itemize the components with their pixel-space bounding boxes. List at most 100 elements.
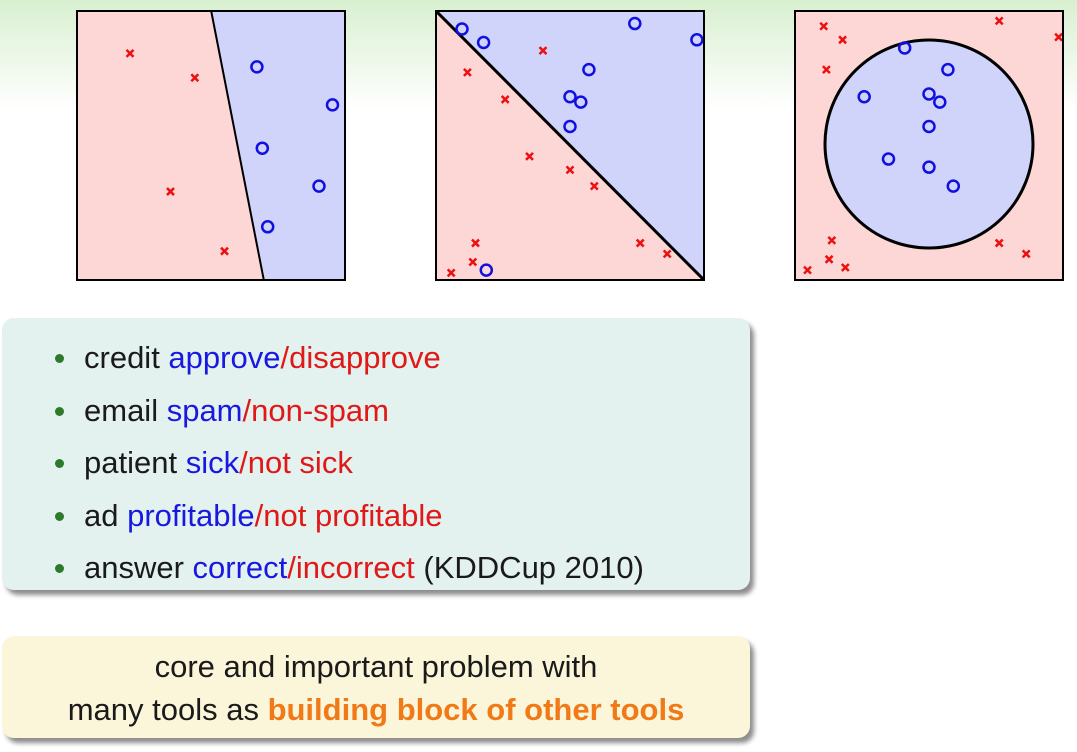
negative-marker (840, 263, 850, 272)
example-positive-label: spam (166, 392, 243, 428)
plot-frame (435, 10, 705, 281)
example-item: ad profitable/not profitable (52, 490, 750, 543)
positive-marker (312, 179, 326, 193)
negative-marker (803, 265, 812, 275)
example-separator: / (287, 550, 296, 585)
positive-marker (250, 60, 264, 74)
plot-frame (794, 10, 1064, 281)
negative-marker (1021, 249, 1031, 259)
example-positive-label: sick (185, 445, 240, 480)
positive-marker (476, 35, 491, 50)
negative-marker (662, 249, 672, 259)
negative-marker (125, 48, 135, 58)
example-negative-label: not sick (247, 445, 353, 480)
positive-marker (922, 160, 936, 174)
negative-marker (471, 238, 480, 248)
plot-circular-boundary-svg (794, 10, 1064, 281)
summary-block: core and important problem with many too… (2, 636, 750, 738)
example-subject: credit (84, 340, 169, 375)
positive-marker (574, 95, 588, 109)
plot-frame (76, 10, 346, 281)
negative-marker (994, 16, 1004, 26)
decision-boundary (210, 10, 265, 281)
example-item: patient sick/not sick (52, 437, 750, 490)
bullet-icon (55, 511, 64, 521)
example-negative-label: incorrect (295, 550, 415, 585)
negative-marker (822, 65, 831, 75)
negative-marker (166, 187, 175, 196)
positive-marker (897, 41, 912, 55)
negative-marker (824, 254, 834, 264)
summary-highlight: building block of other tools (267, 692, 685, 727)
positive-marker (563, 89, 577, 104)
negative-marker (838, 35, 847, 45)
negative-marker (1054, 32, 1063, 42)
negative-marker (463, 67, 472, 77)
positive-marker (582, 62, 596, 77)
positive-marker (881, 152, 896, 166)
example-negative-label: not profitable (263, 497, 443, 533)
positive-marker (479, 263, 494, 277)
example-item: email spam/non-spam (52, 385, 750, 438)
positive-marker (325, 98, 340, 112)
positive-marker (628, 16, 642, 31)
negative-region (76, 10, 264, 281)
example-positive-label: profitable (127, 497, 255, 533)
negative-marker (565, 165, 575, 175)
marker-layer (446, 16, 704, 278)
positive-marker (563, 119, 577, 134)
bullet-icon (55, 459, 64, 468)
negative-marker (525, 151, 534, 161)
negative-marker (190, 73, 200, 83)
negative-marker (538, 46, 548, 56)
negative-marker (819, 21, 829, 31)
example-subject: ad (84, 497, 128, 533)
marker-layer (803, 16, 1063, 275)
example-negative-label: disapprove (289, 340, 441, 375)
example-separator: / (239, 445, 248, 480)
example-item: answer correct/incorrect (KDDCup 2010) (52, 542, 750, 595)
example-subject: patient (84, 445, 186, 480)
summary-line-2: many tools as building block of other to… (2, 688, 750, 731)
example-separator: / (242, 392, 252, 428)
summary-prefix: many tools as (67, 692, 268, 727)
positive-marker (455, 22, 469, 36)
positive-marker (255, 141, 270, 155)
example-suffix: (KDDCup 2010) (414, 550, 644, 585)
summary-line-1: core and important problem with (154, 649, 598, 684)
negative-marker (446, 268, 456, 278)
positive-marker (933, 95, 947, 109)
positive-marker (941, 62, 955, 77)
positive-marker (946, 179, 961, 193)
negative-marker (994, 238, 1004, 248)
positive-marker (857, 89, 871, 104)
negative-marker (827, 235, 837, 245)
example-separator: / (280, 340, 290, 375)
negative-marker (500, 95, 510, 104)
examples-block: credit approve/disapprove email spam/non… (2, 318, 750, 590)
positive-marker (690, 33, 704, 47)
positive-marker (922, 119, 936, 134)
plot-diagonal-boundary (435, 10, 705, 281)
example-negative-label: non-spam (251, 392, 389, 428)
examples-list: credit approve/disapprove email spam/non… (52, 332, 750, 595)
plot-diagonal-boundary-svg (435, 10, 705, 281)
negative-marker (468, 257, 478, 267)
positive-marker (922, 87, 936, 101)
positive-marker (260, 220, 275, 234)
positive-region (211, 10, 346, 281)
negative-marker (220, 246, 229, 256)
negative-marker (589, 181, 599, 191)
plot-linear-boundary (76, 10, 346, 281)
bullet-icon (55, 354, 64, 363)
example-positive-label: approve (168, 340, 281, 375)
decision-boundary (435, 10, 705, 281)
example-separator: / (254, 497, 264, 533)
bullet-icon (55, 564, 64, 573)
negative-marker (635, 238, 645, 248)
plot-circular-boundary (794, 10, 1064, 281)
positive-region (823, 38, 1035, 250)
bullet-icon (55, 406, 64, 416)
plot-linear-boundary-svg (76, 10, 346, 281)
marker-layer (125, 48, 340, 256)
